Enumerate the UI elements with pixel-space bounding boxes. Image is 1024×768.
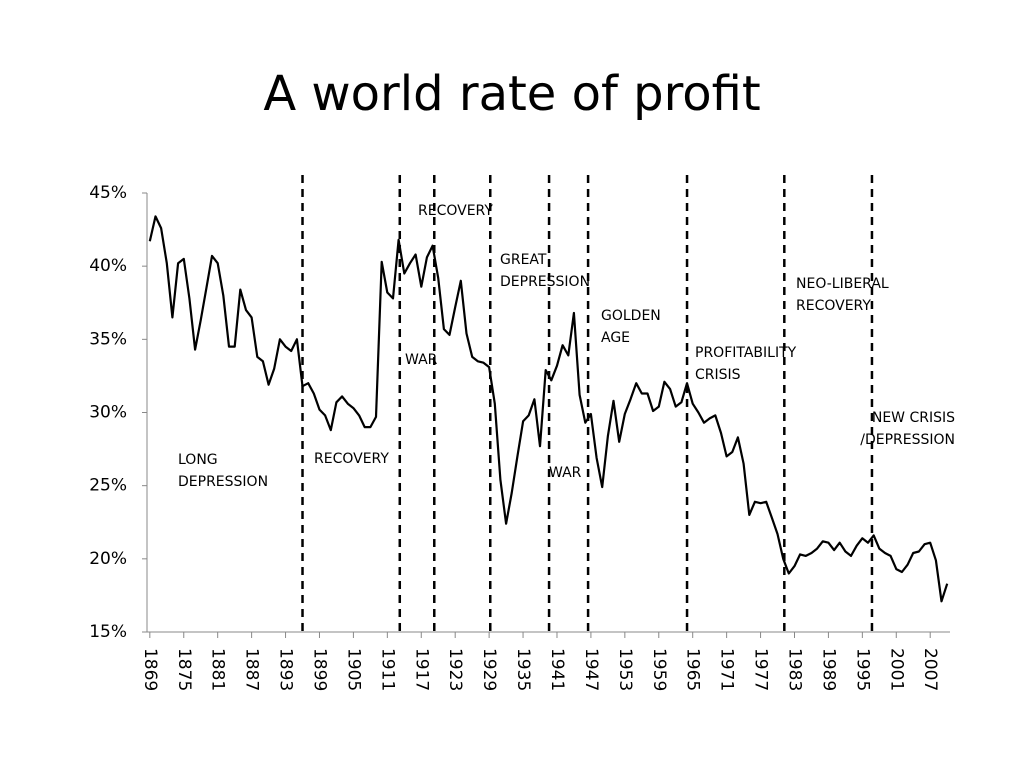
y-tick-label: 15% xyxy=(89,622,127,642)
x-tick-label: 1941 xyxy=(547,648,567,691)
x-tick-label: 1899 xyxy=(309,648,329,691)
profit-line xyxy=(148,215,949,603)
y-tick-label: 20% xyxy=(89,549,127,569)
annotation: RECOVERY xyxy=(796,298,871,314)
y-tick-label: 45% xyxy=(89,183,127,203)
annotation: LONG xyxy=(178,452,218,468)
annotation: WAR xyxy=(405,352,438,368)
chart-title: A world rate of profit xyxy=(263,66,760,122)
annotation: AGE xyxy=(601,330,630,346)
x-tick-label: 1989 xyxy=(818,648,838,691)
annotation: NEO-LIBERAL xyxy=(796,276,889,292)
y-tick-label: 30% xyxy=(89,403,127,423)
x-tick-label: 2001 xyxy=(886,648,906,691)
x-tick-label: 1911 xyxy=(377,648,397,691)
x-tick-label: 1965 xyxy=(683,648,703,691)
x-tick-label: 1893 xyxy=(276,648,296,691)
x-tick-label: 1959 xyxy=(649,648,669,691)
annotation: RECOVERY xyxy=(418,203,493,219)
x-tick-label: 1875 xyxy=(174,648,194,691)
x-tick-label: 1917 xyxy=(411,648,431,691)
x-tick-label: 1995 xyxy=(852,648,872,691)
x-tick-label: 1983 xyxy=(784,648,804,691)
x-tick-label: 1881 xyxy=(208,648,228,691)
annotation: CRISIS xyxy=(695,367,741,383)
x-tick-label: 1869 xyxy=(140,648,160,691)
y-tick-label: 25% xyxy=(89,476,127,496)
x-tick-label: 1905 xyxy=(343,648,363,691)
x-tick-label: 2007 xyxy=(920,648,940,691)
x-tick-label: 1929 xyxy=(479,648,499,691)
y-tick-label: 35% xyxy=(89,329,127,349)
x-tick-label: 1947 xyxy=(581,648,601,691)
y-tick-label: 40% xyxy=(89,256,127,276)
x-tick-label: 1971 xyxy=(717,648,737,691)
annotation: DEPRESSION xyxy=(178,474,268,490)
annotation: WAR xyxy=(549,465,582,481)
x-tick-label: 1923 xyxy=(445,648,465,691)
annotation: RECOVERY xyxy=(314,451,389,467)
annotation: NEW CRISIS xyxy=(872,410,955,426)
x-tick-label: 1887 xyxy=(242,648,262,691)
annotation: GREAT xyxy=(500,252,547,268)
x-tick-label: 1953 xyxy=(615,648,635,691)
x-tick-label: 1935 xyxy=(513,648,533,691)
annotation: GOLDEN xyxy=(601,308,661,324)
annotation: PROFITABILITY xyxy=(695,345,797,361)
annotation: /DEPRESSION xyxy=(860,432,955,448)
annotation: DEPRESSION xyxy=(500,274,590,290)
x-tick-label: 1977 xyxy=(751,648,771,691)
